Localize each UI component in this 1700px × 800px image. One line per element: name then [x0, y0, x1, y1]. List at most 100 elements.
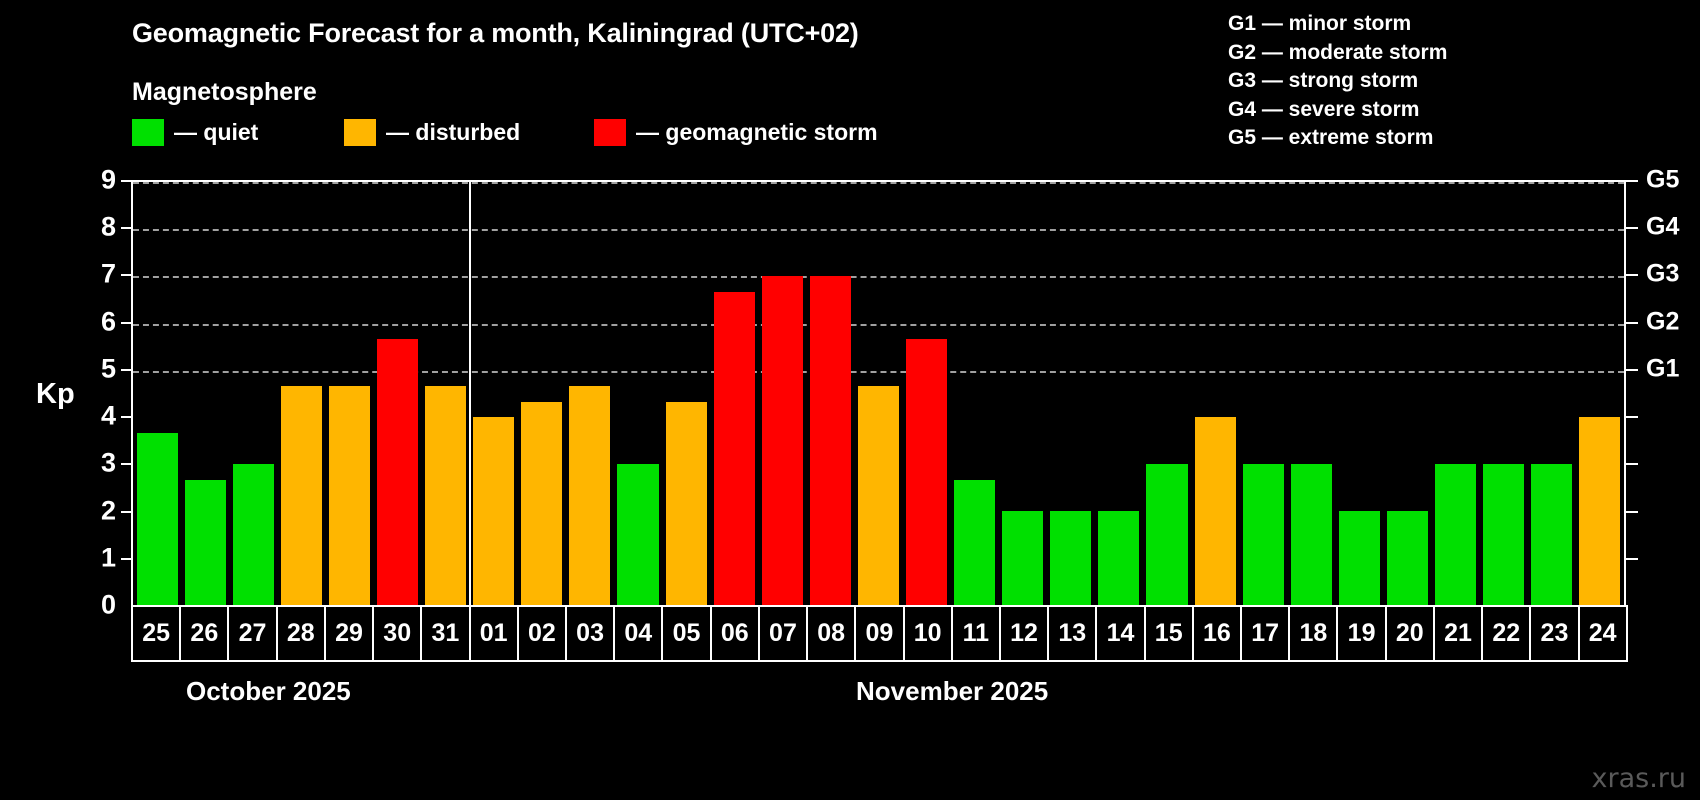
bar-31-disturbed[interactable] [425, 385, 467, 605]
date-label-30[interactable]: 30 [372, 605, 423, 662]
date-label-27[interactable]: 27 [227, 605, 278, 662]
bar-09-disturbed[interactable] [857, 385, 899, 605]
bar-cell-10[interactable] [903, 182, 951, 605]
bar-14-quiet[interactable] [1098, 511, 1140, 605]
date-label-15[interactable]: 15 [1143, 605, 1194, 662]
bar-cell-30[interactable] [373, 182, 421, 605]
bar-18-quiet[interactable] [1290, 464, 1332, 605]
date-label-02[interactable]: 02 [516, 605, 567, 662]
date-label-19[interactable]: 19 [1336, 605, 1387, 662]
y-tick-mark-9 [121, 180, 133, 182]
date-label-23[interactable]: 23 [1529, 605, 1580, 662]
bar-17-quiet[interactable] [1242, 464, 1284, 605]
bar-cell-24[interactable] [1576, 182, 1624, 605]
bar-cell-07[interactable] [758, 182, 806, 605]
bar-29-disturbed[interactable] [328, 385, 370, 605]
date-label-03[interactable]: 03 [564, 605, 616, 662]
date-label-07[interactable]: 07 [757, 605, 809, 662]
bar-23-quiet[interactable] [1531, 464, 1573, 605]
bar-cell-16[interactable] [1191, 182, 1239, 605]
date-label-24[interactable]: 24 [1577, 605, 1628, 662]
bar-cell-06[interactable] [710, 182, 758, 605]
bar-cell-13[interactable] [1047, 182, 1095, 605]
bar-cell-03[interactable] [566, 182, 614, 605]
bar-01-disturbed[interactable] [473, 417, 515, 605]
bar-20-quiet[interactable] [1386, 511, 1429, 605]
bar-cell-09[interactable] [854, 182, 902, 605]
date-label-12[interactable]: 12 [998, 605, 1050, 662]
bar-cell-25[interactable] [133, 182, 181, 605]
bar-cell-20[interactable] [1383, 182, 1431, 605]
date-label-21[interactable]: 21 [1432, 605, 1484, 662]
bar-06-storm[interactable] [713, 291, 755, 605]
date-label-08[interactable]: 08 [806, 605, 857, 662]
bar-cell-14[interactable] [1095, 182, 1143, 605]
date-label-25[interactable]: 25 [131, 605, 182, 662]
bar-28-disturbed[interactable] [280, 385, 322, 605]
bar-cell-12[interactable] [999, 182, 1047, 605]
date-label-20[interactable]: 20 [1384, 605, 1435, 662]
bar-cell-04[interactable] [614, 182, 662, 605]
date-label-05[interactable]: 05 [661, 605, 712, 662]
date-label-22[interactable]: 22 [1481, 605, 1532, 662]
bar-15-quiet[interactable] [1146, 464, 1188, 605]
date-label-13[interactable]: 13 [1047, 605, 1098, 662]
bar-cell-05[interactable] [662, 182, 710, 605]
bar-cell-23[interactable] [1528, 182, 1576, 605]
bar-24-disturbed[interactable] [1579, 417, 1621, 605]
bar-cell-17[interactable] [1239, 182, 1287, 605]
bar-cell-08[interactable] [806, 182, 854, 605]
date-label-04[interactable]: 04 [613, 605, 664, 662]
bar-11-quiet[interactable] [954, 479, 996, 605]
date-label-17[interactable]: 17 [1240, 605, 1291, 662]
bar-04-quiet[interactable] [617, 464, 659, 605]
bar-cell-02[interactable] [518, 182, 566, 605]
bar-cell-01[interactable] [470, 182, 518, 605]
date-label-14[interactable]: 14 [1095, 605, 1146, 662]
bar-cell-29[interactable] [325, 182, 373, 605]
bar-13-quiet[interactable] [1050, 511, 1092, 605]
date-label-26[interactable]: 26 [179, 605, 230, 662]
bar-03-disturbed[interactable] [569, 385, 611, 605]
bar-22-quiet[interactable] [1483, 464, 1525, 605]
date-label-31[interactable]: 31 [420, 605, 471, 662]
bar-07-storm[interactable] [761, 276, 803, 605]
date-label-11[interactable]: 11 [950, 605, 1001, 662]
date-label-01[interactable]: 01 [468, 605, 519, 662]
bar-cell-22[interactable] [1480, 182, 1528, 605]
bar-25-quiet[interactable] [136, 432, 178, 605]
bar-19-quiet[interactable] [1338, 511, 1380, 605]
legend-item-disturbed: — disturbed [344, 119, 520, 146]
date-label-28[interactable]: 28 [275, 605, 326, 662]
date-label-18[interactable]: 18 [1288, 605, 1339, 662]
bar-02-disturbed[interactable] [521, 401, 563, 605]
date-label-09[interactable]: 09 [854, 605, 905, 662]
bar-cell-27[interactable] [229, 182, 277, 605]
bar-cell-26[interactable] [181, 182, 229, 605]
bar-cell-21[interactable] [1432, 182, 1480, 605]
bar-05-disturbed[interactable] [665, 401, 707, 605]
y-tick-mark-8 [121, 227, 133, 230]
bar-12-quiet[interactable] [1002, 511, 1044, 605]
bar-cell-28[interactable] [277, 182, 325, 605]
bar-08-storm[interactable] [809, 276, 851, 605]
bar-cell-15[interactable] [1143, 182, 1191, 605]
bar-cell-11[interactable] [951, 182, 999, 605]
bar-27-quiet[interactable] [232, 464, 274, 605]
bar-21-quiet[interactable] [1435, 464, 1477, 605]
bar-cell-31[interactable] [422, 182, 470, 605]
bar-cell-18[interactable] [1287, 182, 1335, 605]
bar-10-storm[interactable] [906, 338, 948, 605]
date-label-10[interactable]: 10 [902, 605, 953, 662]
bar-16-disturbed[interactable] [1194, 417, 1236, 605]
date-label-06[interactable]: 06 [709, 605, 760, 662]
bar-cell-19[interactable] [1335, 182, 1383, 605]
y-tick-label-7: 7 [100, 258, 116, 289]
bar-26-quiet[interactable] [184, 479, 226, 605]
date-label-29[interactable]: 29 [323, 605, 375, 662]
y-tick-label-9: 9 [100, 164, 116, 195]
month-label-2: November 2025 [856, 676, 1049, 706]
page-title: Geomagnetic Forecast for a month, Kalini… [132, 18, 859, 48]
date-label-16[interactable]: 16 [1191, 605, 1243, 662]
bar-30-storm[interactable] [376, 338, 419, 605]
